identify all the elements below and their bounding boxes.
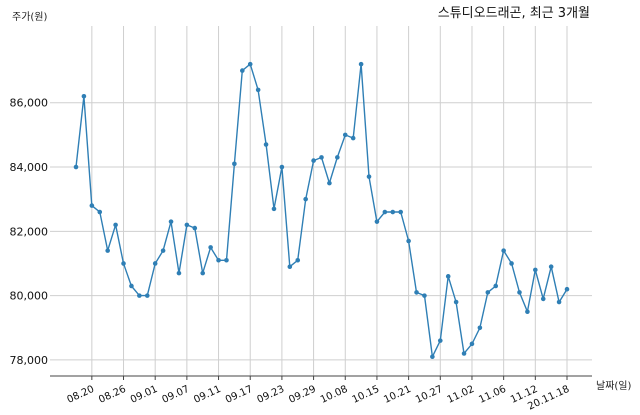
data-point xyxy=(437,338,443,343)
data-point xyxy=(121,261,126,266)
chart-title: 스튜디오드래곤, 최근 3개월 xyxy=(438,6,590,21)
x-tick-label: 10.21 xyxy=(382,384,413,406)
y-tick-label: 78,000 xyxy=(10,354,49,367)
data-point xyxy=(461,351,467,356)
data-point xyxy=(279,164,285,170)
data-point xyxy=(350,135,356,141)
data-point xyxy=(97,209,103,215)
data-point xyxy=(263,142,269,147)
data-point xyxy=(327,180,332,186)
data-point xyxy=(319,155,324,160)
data-point xyxy=(445,274,451,279)
data-point xyxy=(406,238,411,244)
data-point xyxy=(366,174,372,179)
data-point xyxy=(295,257,301,263)
data-point xyxy=(287,264,293,269)
data-point xyxy=(200,270,206,276)
data-point xyxy=(232,161,237,167)
x-tick-label: 11.06 xyxy=(477,384,508,406)
data-point xyxy=(477,325,483,331)
data-point xyxy=(564,286,570,292)
data-point xyxy=(105,248,110,253)
data-point xyxy=(342,132,348,138)
data-point xyxy=(414,290,419,295)
x-tick-label: 11.02 xyxy=(446,384,477,406)
x-tick-label: 09.01 xyxy=(129,384,160,406)
data-point xyxy=(73,164,79,170)
data-point xyxy=(176,270,182,276)
data-point xyxy=(430,354,435,360)
data-point xyxy=(453,299,459,305)
data-point xyxy=(160,248,166,253)
y-tick-label: 84,000 xyxy=(10,161,49,174)
data-point xyxy=(485,290,491,295)
data-point xyxy=(525,309,530,315)
x-tick-label: 09.11 xyxy=(192,384,223,406)
data-point xyxy=(89,203,95,208)
data-point xyxy=(184,222,190,228)
x-tick-label: 10.27 xyxy=(414,384,445,406)
data-point xyxy=(168,219,174,224)
y-tick-label: 80,000 xyxy=(10,290,49,303)
x-tick-label: 08.26 xyxy=(97,384,128,406)
data-point xyxy=(509,261,514,266)
data-point xyxy=(374,219,380,224)
data-point xyxy=(303,196,308,202)
data-point xyxy=(422,293,427,298)
data-point xyxy=(335,155,340,160)
x-tick-label: 10.08 xyxy=(319,384,350,406)
data-point xyxy=(224,257,229,263)
data-point xyxy=(208,245,213,250)
data-point xyxy=(358,61,364,67)
x-tick-label: 09.23 xyxy=(256,384,287,406)
data-point xyxy=(144,293,150,298)
x-tick-labels: 08.20 08.26 09.01 09.07 09.11 09.17 09.23 09.29… xyxy=(66,376,571,413)
data-point xyxy=(81,93,87,99)
x-tick-label: 08.20 xyxy=(66,384,97,406)
data-point xyxy=(247,61,253,67)
data-point xyxy=(540,296,546,302)
x-tick-label: 10.15 xyxy=(351,384,382,406)
data-point xyxy=(129,283,134,289)
grid xyxy=(50,26,592,376)
data-point xyxy=(390,209,396,215)
x-tick-label: 09.17 xyxy=(224,384,255,406)
y-axis-label: 주가(원) xyxy=(12,11,48,23)
y-tick-label: 82,000 xyxy=(10,225,49,238)
data-point xyxy=(556,299,562,305)
y-tick-labels: 78,000 80,000 82,000 84,000 86,000 xyxy=(10,97,49,367)
data-point xyxy=(137,293,142,298)
data-point xyxy=(216,257,221,263)
data-point xyxy=(517,290,522,295)
data-point xyxy=(382,209,388,215)
data-point xyxy=(271,206,277,212)
data-point xyxy=(548,264,554,269)
data-point xyxy=(192,225,198,231)
price-line xyxy=(75,62,568,360)
data-point xyxy=(255,87,261,93)
data-point xyxy=(240,68,245,73)
x-tick-label: 09.29 xyxy=(287,384,318,406)
data-point xyxy=(152,261,158,266)
data-point xyxy=(493,283,499,289)
data-point xyxy=(311,158,316,163)
data-point xyxy=(533,267,538,273)
data-point xyxy=(398,209,403,215)
x-tick-label: 09.07 xyxy=(161,384,192,406)
data-point xyxy=(113,222,118,228)
price-points xyxy=(73,61,570,360)
x-axis-label: 날짜(일) xyxy=(596,380,632,392)
data-point xyxy=(501,248,506,253)
y-tick-label: 86,000 xyxy=(10,97,49,110)
data-point xyxy=(469,341,475,347)
